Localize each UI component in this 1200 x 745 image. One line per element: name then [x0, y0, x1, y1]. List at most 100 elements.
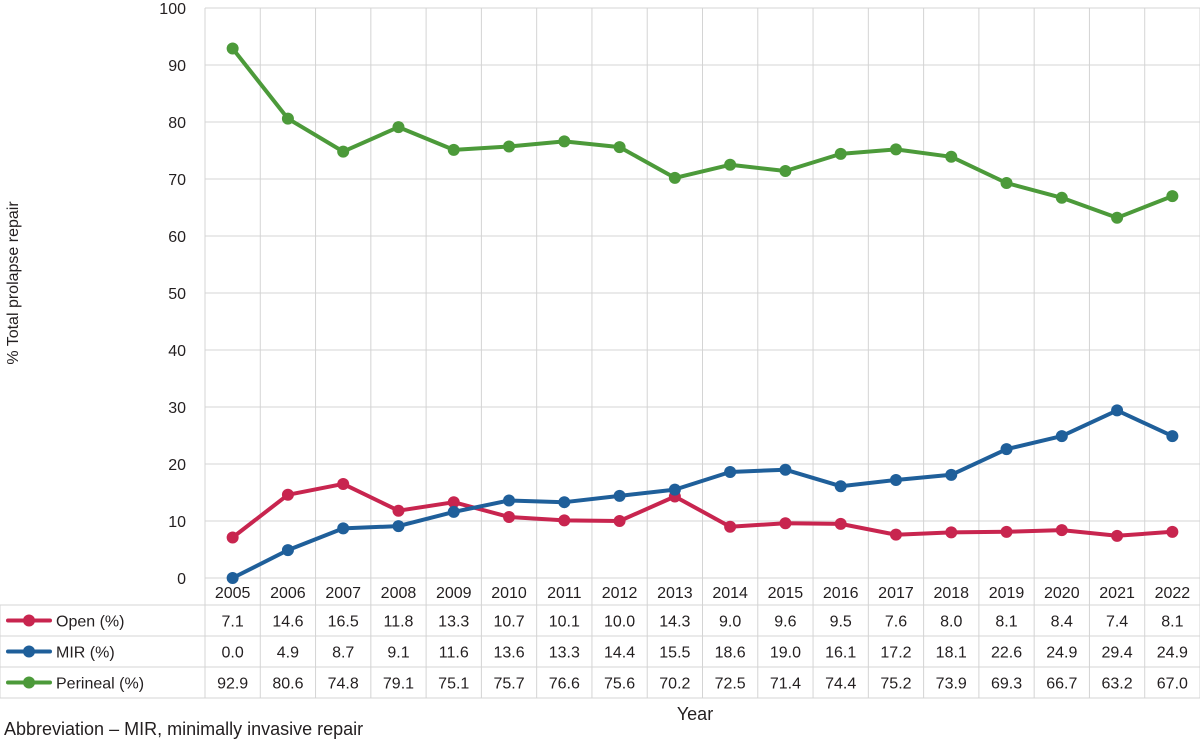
- data-point: [1166, 430, 1179, 443]
- data-label: 29.4: [1102, 645, 1133, 662]
- data-point: [945, 468, 958, 481]
- data-point: [834, 147, 847, 160]
- x-tick-label: 2010: [491, 585, 527, 602]
- data-label: 8.1: [995, 614, 1017, 631]
- data-point: [337, 522, 350, 535]
- data-point: [834, 480, 847, 493]
- y-tick-label: 40: [168, 343, 186, 360]
- data-point: [889, 473, 902, 486]
- data-label: 7.4: [1106, 614, 1128, 631]
- data-point: [281, 112, 294, 125]
- x-tick-label: 2012: [602, 585, 638, 602]
- x-tick-label: 2019: [989, 585, 1025, 602]
- data-label: 7.6: [885, 614, 907, 631]
- data-label: 10.7: [493, 614, 524, 631]
- data-label: 24.9: [1046, 645, 1077, 662]
- data-label: 74.4: [825, 676, 856, 693]
- data-label: 24.9: [1157, 645, 1188, 662]
- y-tick-label: 70: [168, 172, 186, 189]
- data-point: [447, 143, 460, 156]
- data-label: 14.4: [604, 645, 635, 662]
- series-line-1: [230, 408, 1175, 580]
- x-tick-label: 2009: [436, 585, 472, 602]
- data-point: [1166, 190, 1179, 203]
- x-tick-label: 2017: [878, 585, 914, 602]
- data-point: [226, 531, 239, 544]
- data-point: [558, 496, 571, 509]
- data-label: 16.5: [328, 614, 359, 631]
- data-point: [724, 465, 737, 478]
- y-tick-label: 20: [168, 457, 186, 474]
- data-label: 22.6: [991, 645, 1022, 662]
- data-label: 16.1: [825, 645, 856, 662]
- data-label: 15.5: [659, 645, 690, 662]
- data-point: [1000, 176, 1013, 189]
- legend-key-marker: [23, 676, 35, 689]
- y-tick-label: 80: [168, 115, 186, 132]
- data-label: 11.8: [383, 614, 413, 631]
- x-tick-label: 2011: [547, 585, 582, 602]
- data-point: [558, 514, 571, 527]
- data-point: [1111, 404, 1124, 417]
- data-label: 9.5: [830, 614, 852, 631]
- data-point: [779, 517, 792, 530]
- data-label: 9.6: [774, 614, 796, 631]
- x-tick-label: 2014: [712, 585, 748, 602]
- data-point: [889, 143, 902, 156]
- legend-label: Open (%): [56, 614, 124, 631]
- data-label: 0.0: [222, 645, 244, 662]
- data-point: [1111, 529, 1124, 542]
- data-point: [226, 572, 239, 584]
- data-label: 18.6: [715, 645, 746, 662]
- data-label: 67.0: [1157, 676, 1188, 693]
- data-point: [889, 528, 902, 541]
- data-label: 8.7: [332, 645, 354, 662]
- data-label: 10.1: [549, 614, 580, 631]
- data-label: 14.6: [272, 614, 303, 631]
- data-label: 75.2: [880, 676, 911, 693]
- x-tick-label: 2008: [381, 585, 417, 602]
- y-tick-label: 60: [168, 229, 186, 246]
- x-tick-label: 2006: [270, 585, 306, 602]
- x-tick-label: 2018: [933, 585, 969, 602]
- data-point: [945, 526, 958, 539]
- data-label: 73.9: [936, 676, 967, 693]
- data-point: [503, 140, 516, 153]
- y-tick-label: 90: [168, 58, 186, 75]
- data-point: [1055, 524, 1068, 537]
- footnote: Abbreviation – MIR, minimally invasive r…: [4, 719, 363, 739]
- data-label: 9.0: [719, 614, 741, 631]
- x-tick-label: 2022: [1155, 585, 1191, 602]
- data-point: [503, 494, 516, 507]
- data-point: [779, 463, 792, 476]
- data-point: [392, 520, 405, 533]
- data-point: [226, 42, 239, 55]
- x-tick-label: 2005: [215, 585, 251, 602]
- data-label: 7.1: [222, 614, 244, 631]
- legend-label: Perineal (%): [56, 676, 144, 693]
- data-point: [1000, 443, 1013, 456]
- data-point: [1166, 525, 1179, 538]
- data-point: [779, 165, 792, 178]
- data-label: 63.2: [1102, 676, 1133, 693]
- data-point: [613, 515, 626, 527]
- data-label: 75.1: [438, 676, 469, 693]
- data-label: 13.3: [438, 614, 469, 631]
- data-label: 76.6: [549, 676, 580, 693]
- data-label: 8.0: [940, 614, 962, 631]
- series-line-2: [230, 46, 1175, 220]
- series-line-0: [230, 481, 1175, 540]
- data-point: [945, 150, 958, 163]
- data-point: [1111, 211, 1124, 224]
- data-label: 74.8: [328, 676, 359, 693]
- data-label: 19.0: [770, 645, 801, 662]
- data-label: 8.1: [1161, 614, 1183, 631]
- x-tick-label: 2013: [657, 585, 693, 602]
- data-point: [447, 505, 460, 518]
- data-point: [337, 145, 350, 158]
- data-label: 69.3: [991, 676, 1022, 693]
- y-tick-label: 30: [168, 400, 186, 417]
- x-tick-label: 2021: [1099, 585, 1135, 602]
